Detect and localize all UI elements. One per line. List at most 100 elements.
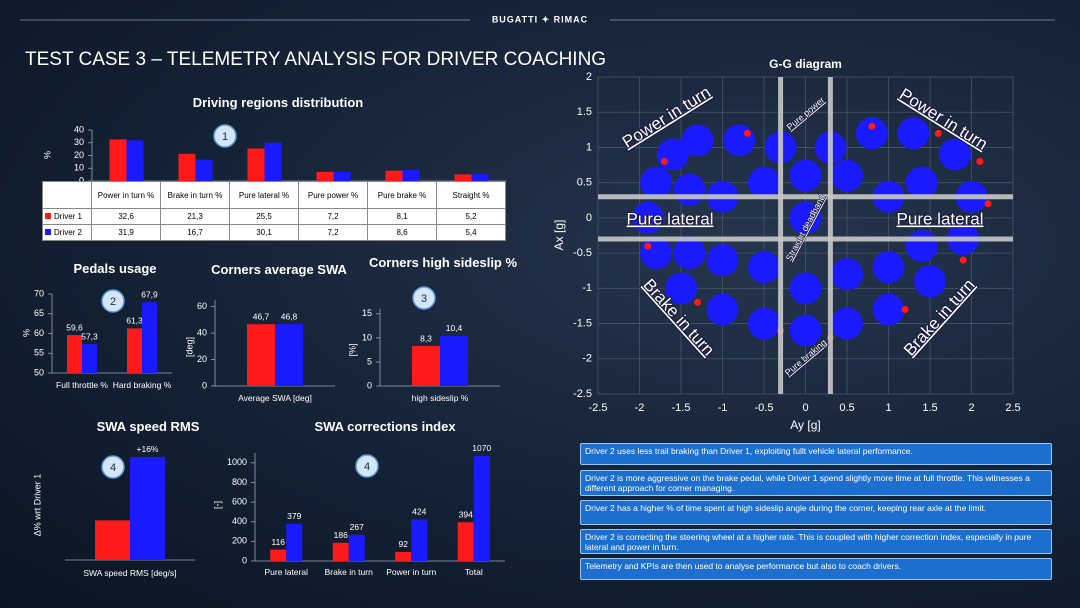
chart-title: Pedals usage	[73, 261, 157, 276]
point	[694, 298, 702, 306]
point	[905, 166, 938, 199]
table-value: 7,2	[298, 208, 368, 225]
bar	[270, 549, 287, 561]
x-tick-label: SWA speed RMS [deg/s]	[83, 568, 177, 578]
chart-title: SWA speed RMS	[96, 419, 200, 434]
y-tick-label: 0	[586, 212, 592, 224]
point	[660, 158, 668, 166]
point	[665, 272, 697, 305]
x-tick-label: Average SWA [deg]	[238, 393, 312, 403]
y-tick-label: 40	[197, 327, 207, 337]
point	[706, 244, 739, 277]
legend-label: Driver 1	[54, 212, 83, 221]
y-tick-label: -0.5	[573, 247, 592, 259]
legend-swatch	[45, 213, 51, 219]
bar	[95, 520, 130, 560]
point	[901, 305, 909, 313]
y-axis-label: %	[21, 329, 31, 337]
annotation: Pure lateral	[897, 209, 984, 228]
data-table: Power in turn % Brake in turn % Pure later…	[42, 181, 506, 241]
point	[644, 242, 652, 250]
y-tick-label: 800	[232, 477, 247, 487]
y-tick-label: 0	[367, 380, 372, 390]
y-tick-label: 65	[34, 308, 44, 318]
bar	[195, 159, 213, 181]
x-tick-label: -0.5	[755, 402, 774, 414]
x-tick-label: 1	[885, 402, 891, 414]
value-label: 61,3	[126, 316, 143, 326]
note: Driver 2 is correcting the steering whee…	[580, 529, 1052, 554]
y-tick-label: 1.5	[577, 106, 592, 118]
point	[673, 237, 706, 270]
value-label: +16%	[137, 444, 159, 454]
x-tick-label: 2	[968, 402, 974, 414]
y-tick-label: 10	[362, 332, 372, 342]
value-label: 10,4	[446, 323, 463, 333]
table-value: 8,6	[367, 224, 437, 241]
table-value: 32,6	[91, 208, 161, 225]
legend-cell: Driver 1	[42, 208, 92, 225]
badge	[101, 289, 125, 313]
value-label: 267	[350, 522, 364, 532]
bar	[82, 344, 97, 373]
legend-label: Driver 2	[54, 228, 83, 237]
bar	[348, 534, 365, 561]
note: Driver 2 is more aggressive on the brake…	[580, 470, 1052, 496]
chart-title: Driving regions distribution	[192, 95, 364, 110]
point	[640, 237, 673, 270]
bar	[473, 455, 490, 561]
y-tick-label: 200	[232, 536, 247, 546]
point	[640, 166, 673, 199]
value-label: 116	[271, 537, 285, 547]
chart-title: G-G diagram	[769, 57, 842, 71]
point	[656, 138, 689, 171]
x-tick-label: 0.5	[839, 402, 854, 414]
y-tick-label: -1	[582, 282, 592, 294]
table-cell	[42, 181, 92, 209]
y-axis-label: [%]	[347, 343, 357, 356]
x-tick-label: 1.5	[922, 402, 937, 414]
annotation: Pure lateral	[627, 209, 714, 228]
point	[868, 122, 876, 130]
x-tick-label: -2.5	[589, 402, 608, 414]
point	[748, 307, 780, 340]
point	[831, 307, 863, 340]
y-tick-label: 0	[202, 380, 207, 390]
bar	[395, 551, 412, 561]
y-tick-label: 20	[74, 150, 84, 160]
point	[897, 117, 930, 150]
x-tick-label: Brake in turn	[324, 567, 373, 577]
point	[984, 200, 992, 208]
y-axis-label: Ax [g]	[552, 220, 566, 251]
x-tick-label: -1	[718, 402, 728, 414]
bar	[457, 522, 474, 561]
bar	[286, 523, 303, 561]
table-value: 7,2	[298, 224, 368, 241]
point	[905, 230, 938, 263]
y-tick-label: 20	[197, 354, 207, 364]
y-tick-label: -2	[582, 353, 592, 365]
y-tick-label: -2.5	[573, 388, 592, 400]
table-value: 8,1	[367, 208, 437, 225]
column-header: Brake in turn %	[160, 181, 230, 209]
value-label: 46,8	[281, 311, 298, 321]
slide-title: TEST CASE 3 – TELEMETRY ANALYSIS FOR DRI…	[25, 49, 606, 70]
column-header: Power in turn %	[91, 181, 161, 209]
badge	[213, 124, 237, 148]
point	[631, 201, 664, 234]
bar	[412, 346, 440, 386]
y-tick-label: 0.5	[577, 177, 592, 189]
table-value: 5,4	[436, 224, 506, 241]
y-tick-label: 1	[586, 141, 592, 153]
point	[959, 256, 967, 264]
bar	[126, 140, 144, 181]
value-label: 394	[459, 510, 473, 520]
table-header: Power in turn % Brake in turn % Pure later…	[42, 181, 506, 209]
note: Driver 2 has a higher % of time spent at…	[580, 500, 1052, 525]
value-label: 67,9	[141, 290, 158, 300]
bar	[127, 328, 142, 373]
x-tick-label: -1.5	[672, 402, 691, 414]
value-label: 186	[334, 530, 348, 540]
x-tick-label: Pure lateral	[264, 567, 308, 577]
